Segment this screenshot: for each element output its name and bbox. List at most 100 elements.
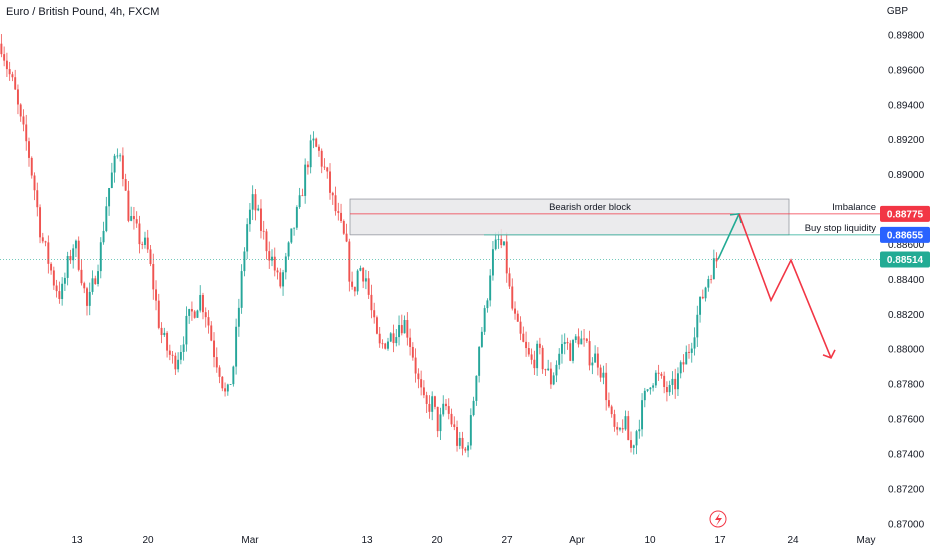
candle-body [607,400,610,407]
candle-body [116,155,119,157]
price-tick-label: 0.89800 [888,30,925,41]
tradingview-logo-icon[interactable] [709,510,727,528]
price-labels: 0.88775 0.88655 0.88514 [880,205,930,268]
candle-body [707,279,710,288]
candle-body [174,355,177,370]
time-tick-label: Apr [569,535,585,546]
candle-body [3,54,6,61]
candle-body [541,347,544,370]
candle-body [342,221,345,234]
candle-body [527,348,530,355]
candle-body [574,336,577,341]
candle-body [251,194,254,210]
candle-body [185,315,188,345]
projection-down-arrowhead [822,349,836,359]
candle-body [182,344,185,352]
candle-body [58,291,61,300]
candle-body [0,43,3,55]
candle-body [654,372,657,386]
candle-body [340,212,343,222]
candle-body [284,256,287,273]
candle-body [121,155,124,180]
candle-body [503,241,505,246]
bearish-order-block-label: Bearish order block [549,202,631,213]
imbalance-label: Imbalance [832,202,876,213]
candle-body [381,343,384,345]
candle-body [618,428,621,430]
candle-body [248,209,251,225]
price-axis[interactable]: 0.89800 0.89600 0.89400 0.89200 0.89000 0.886… [888,30,925,530]
candle-body [635,431,638,446]
candle-body [240,271,243,308]
candle-body [525,341,528,349]
candle-body [699,296,702,315]
candle-body [491,249,494,276]
candle-body [387,341,389,349]
projection-down-path[interactable] [738,213,832,359]
candle-body [561,344,563,354]
candle-body [138,223,141,245]
candle-body [74,240,77,249]
candle-body [22,116,25,125]
price-tick-label: 0.88600 [888,240,925,251]
candle-body [47,242,50,264]
candle-body [66,255,69,278]
candle-body [8,69,11,75]
candle-body [409,337,412,347]
candle-body [232,366,235,385]
candle-body [420,379,423,388]
candle-body [19,104,22,117]
price-label-green: 0.88514 [880,251,930,268]
candle-body [298,195,301,208]
candle-body [102,230,105,243]
candle-body [585,338,588,342]
candle-body [442,403,445,415]
candle-body [522,333,525,342]
candle-body [268,251,271,261]
candle-body [580,338,583,345]
candle-body [218,367,221,377]
candle-body [83,283,86,289]
candle-body [362,267,365,282]
candle-body [668,384,671,393]
candle-body [348,241,351,282]
candle-body [400,325,403,334]
price-tick-label: 0.87600 [888,415,925,426]
candle-body [331,192,334,196]
candle-body [530,354,533,360]
candle-body [207,317,210,326]
price-tick-label: 0.89200 [888,135,925,146]
projection-up-arrow[interactable] [717,213,740,260]
candle-body [602,372,605,378]
candle-body [638,429,641,432]
candle-body [594,353,597,363]
candle-body [682,362,685,365]
candle-body [508,273,511,287]
time-axis[interactable]: 13 20 Mar 13 20 27 Apr 10 17 24 May [71,535,875,546]
bearish-order-block-zone[interactable] [349,198,790,236]
candle-body [480,331,483,347]
price-tick-label: 0.88000 [888,345,925,356]
candle-body [596,353,599,368]
candle-body [511,286,514,309]
candle-body [224,388,227,392]
price-tick-label: 0.87200 [888,484,925,495]
candle-body [621,428,624,430]
candle-body [160,327,163,336]
candle-body [538,343,541,348]
candle-body [52,270,55,286]
candle-body [337,211,340,213]
candle-body [552,375,555,385]
candle-body [30,157,33,176]
candle-body [273,256,276,271]
candle-body [215,357,218,368]
candle-body [676,373,679,390]
candle-body [558,353,561,365]
candle-body [243,251,246,272]
candle-body [94,278,97,285]
candle-body [177,359,180,370]
candle-body [605,372,608,401]
candle-body [674,378,677,390]
candle-body [72,248,75,261]
